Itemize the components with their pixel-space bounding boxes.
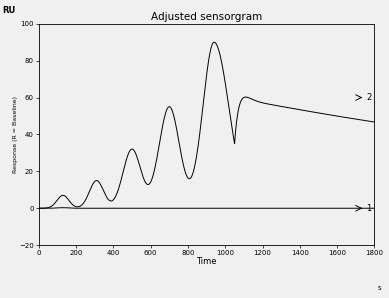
Y-axis label: Response (R = Baseline): Response (R = Baseline) [13, 96, 18, 173]
Title: Adjusted sensorgram: Adjusted sensorgram [151, 12, 262, 21]
Text: 1: 1 [366, 204, 371, 213]
X-axis label: Time: Time [196, 257, 217, 266]
Text: s: s [378, 285, 382, 291]
Text: RU: RU [2, 6, 15, 15]
Text: 2: 2 [366, 93, 371, 102]
